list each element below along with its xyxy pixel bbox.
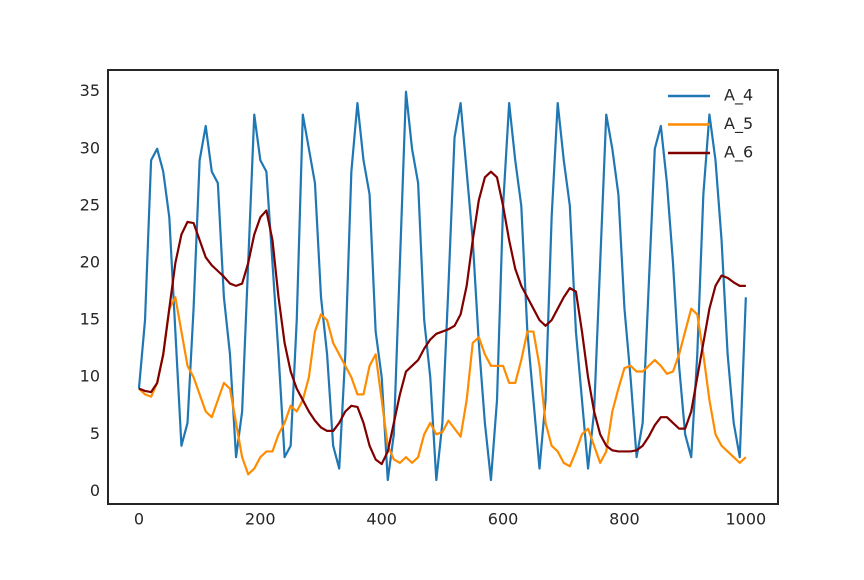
plot-frame <box>107 69 779 505</box>
legend-label: A_6 <box>724 143 753 163</box>
x-tick-label: 200 <box>245 510 276 529</box>
x-tick-label: 1000 <box>725 510 766 529</box>
line-series <box>138 170 746 466</box>
y-tick-label: 5 <box>90 424 100 443</box>
y-tick-label: 35 <box>80 81 100 100</box>
legend-label: A_5 <box>724 114 753 134</box>
y-tick-label: 0 <box>90 481 100 500</box>
y-tick-label: 10 <box>80 367 100 386</box>
x-tick-label: 800 <box>609 510 640 529</box>
y-tick-label: 20 <box>80 253 100 272</box>
x-tick-label: 400 <box>366 510 397 529</box>
line-series <box>138 296 747 476</box>
x-tick-label: 600 <box>488 510 519 529</box>
y-tick-label: 25 <box>80 195 100 214</box>
y-tick-label: 15 <box>80 310 100 329</box>
y-tick-label: 30 <box>80 138 100 157</box>
x-tick-label: 0 <box>134 510 144 529</box>
line-series <box>137 90 747 482</box>
legend-label: A_4 <box>724 86 753 106</box>
